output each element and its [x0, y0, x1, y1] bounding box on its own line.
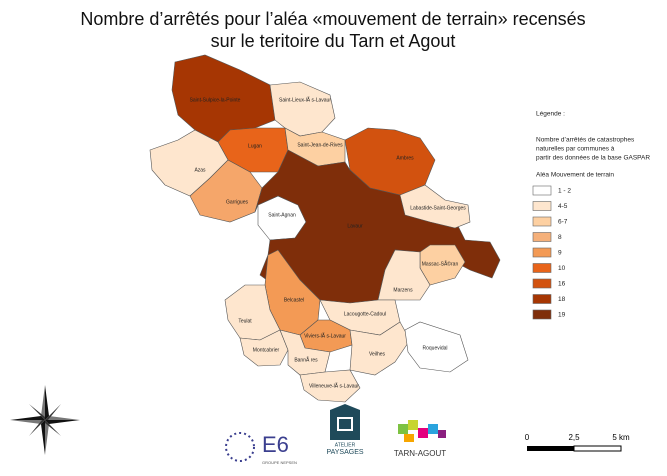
legend-swatch	[532, 278, 552, 289]
legend-title: Légende :	[536, 111, 565, 118]
legend: 1 - 2 4-5 6-7 8 9 10 16 18 19	[532, 185, 571, 320]
commune-area	[299, 369, 361, 403]
commune-label: Saint-Jean-de-Rives	[297, 142, 343, 148]
logo-e6: E6 GROUPE NEPSEN	[225, 432, 297, 465]
commune-label: Teulat	[238, 318, 252, 324]
scale-label: 2,5	[568, 433, 580, 442]
legend-label: 18	[558, 296, 566, 303]
commune-label: Montcabrier	[253, 347, 280, 353]
commune-area	[349, 321, 411, 376]
legend-label: 8	[558, 234, 562, 241]
commune-label: Saint-Sulpice-la-Pointe	[190, 97, 241, 103]
legend-swatch	[532, 294, 552, 304]
legend-subtitle: Aléa Mouvement de terrain	[536, 172, 614, 179]
compass-rose	[10, 385, 80, 455]
logo-text: E6	[262, 432, 289, 457]
logo-atelier: ATELIER PAYSAGES	[326, 404, 364, 456]
commune-label: Labastide-Saint-Georges	[410, 205, 466, 211]
legend-label: 6-7	[558, 219, 568, 226]
commune-label: Lugan	[248, 143, 262, 149]
commune-label: Marzens	[393, 287, 413, 293]
legend-swatch	[532, 201, 552, 211]
legend-label: 10	[558, 265, 566, 272]
logo-text: TARN-AGOUT	[394, 449, 446, 458]
legend-description: Nombre d’arrêtés de catastrophes	[536, 137, 635, 144]
legend-description: partir des données de la base GASPAR	[536, 155, 650, 162]
legend-label: 16	[558, 281, 566, 288]
logo-text: PAYSAGES	[326, 449, 363, 456]
commune-label: Saint-Lieux-lÃ s-Lavaur	[279, 96, 331, 103]
legend-swatch	[532, 247, 552, 258]
commune-label: Belcastel	[284, 297, 304, 303]
title-line: sur le teritoire du Tarn et Agout	[211, 31, 456, 51]
commune-label: Villeneuve-lÃ s-Lavaur	[309, 382, 359, 389]
scale-label: 0	[525, 433, 530, 442]
title-line: Nombre d’arrêtés pour l’aléa «mouvement …	[80, 9, 585, 29]
commune-label: Ambres	[396, 155, 414, 161]
legend-label: 4-5	[558, 203, 568, 210]
logo-text: GROUPE NEPSEN	[262, 460, 297, 465]
commune-label: Garrigues	[226, 199, 248, 205]
scale-bar: 0 2,5 5 km	[525, 433, 630, 452]
legend-swatch	[532, 185, 552, 196]
commune-label: Veilhes	[369, 351, 386, 357]
legend-swatch	[532, 309, 552, 320]
commune-label: Azas	[194, 167, 206, 173]
communes: Saint-Sulpice-la-Pointe Saint-Lieux-lÃ s-…	[149, 54, 501, 403]
legend-swatch	[532, 216, 552, 227]
commune-area	[404, 321, 469, 373]
logo-tarn-agout: TARN-AGOUT	[394, 420, 446, 458]
logo-text: ATELIER	[335, 442, 356, 448]
scale-label: 5 km	[612, 433, 630, 442]
commune-label: Lacougotte-Cadoul	[344, 311, 386, 317]
commune-label: Roquevidal	[422, 345, 447, 351]
legend-swatch	[532, 232, 552, 242]
legend-description: naturelles par communes à	[536, 146, 615, 153]
commune-label: Lavaur	[347, 223, 363, 229]
legend-label: 1 - 2	[558, 188, 571, 195]
commune-label: Viviers-lÃ s-Lavaur	[304, 332, 346, 339]
commune-label: BannÃ res	[294, 356, 318, 363]
commune-area	[239, 329, 289, 367]
commune-label: Saint-Agnan	[268, 212, 296, 218]
commune-area	[399, 184, 471, 229]
legend-swatch	[532, 263, 552, 273]
legend-label: 9	[558, 250, 562, 257]
legend-label: 19	[558, 312, 566, 319]
commune-label: Massac-SÃ©ran	[422, 260, 459, 267]
